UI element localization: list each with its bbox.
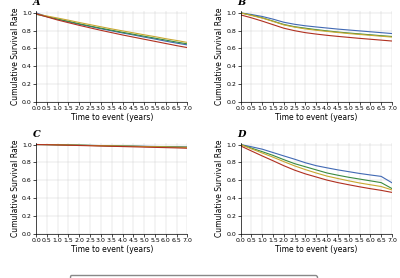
Text: D: D [238, 130, 246, 139]
Legend: Quartile 1, Quartile 2, Quartile 3, Quartile 4: Quartile 1, Quartile 2, Quartile 3, Quar… [70, 275, 317, 278]
Text: C: C [33, 130, 41, 139]
Text: A: A [33, 0, 40, 8]
Y-axis label: Cumulative Survival Rate: Cumulative Survival Rate [11, 139, 20, 237]
X-axis label: Time to event (years): Time to event (years) [275, 245, 358, 254]
X-axis label: Time to event (years): Time to event (years) [70, 245, 153, 254]
Text: B: B [238, 0, 246, 8]
Y-axis label: Cumulative Survival Rate: Cumulative Survival Rate [11, 8, 20, 105]
Y-axis label: Cumulative Survival Rate: Cumulative Survival Rate [215, 139, 224, 237]
X-axis label: Time to event (years): Time to event (years) [70, 113, 153, 122]
X-axis label: Time to event (years): Time to event (years) [275, 113, 358, 122]
Y-axis label: Cumulative Survival Rate: Cumulative Survival Rate [215, 8, 224, 105]
